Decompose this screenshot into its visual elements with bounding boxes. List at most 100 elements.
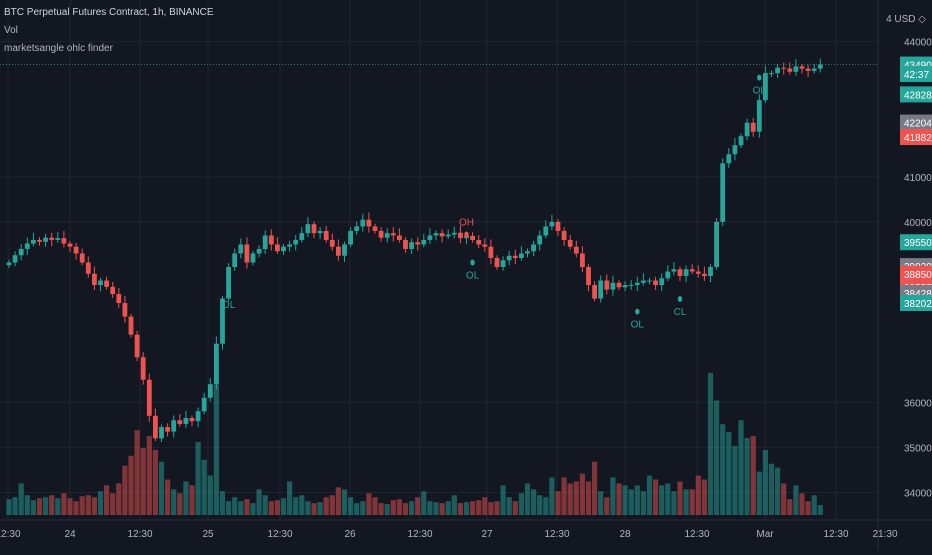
- volume-bar: [421, 491, 427, 515]
- candle-body: [738, 136, 744, 146]
- price-tag: [900, 114, 932, 131]
- candle-body: [244, 244, 250, 263]
- price-tick-label: 41000.0: [904, 173, 932, 184]
- volume-bar: [439, 503, 445, 515]
- volume-bar: [55, 498, 61, 515]
- volume-bar: [317, 502, 323, 515]
- candle-body: [342, 244, 347, 256]
- candle-body: [811, 68, 817, 71]
- volume-bar: [219, 491, 226, 515]
- symbol-title[interactable]: BTC Perpetual Futures Contract, 1h, BINA…: [4, 7, 214, 18]
- candle-body: [12, 255, 18, 263]
- volume-bar: [628, 489, 634, 515]
- volume-bar: [171, 489, 177, 515]
- volume-bar: [457, 503, 463, 515]
- candle-body: [598, 280, 604, 299]
- volume-bar: [311, 503, 317, 515]
- time-tick-label: 12:30: [127, 529, 152, 540]
- candle-body: [293, 239, 299, 245]
- candle-body: [24, 243, 30, 249]
- volume-bar: [140, 447, 146, 515]
- volume-indicator-label[interactable]: Vol: [4, 25, 18, 36]
- volume-bar: [226, 501, 232, 515]
- volume-bar: [158, 461, 165, 515]
- volume-bar: [720, 424, 726, 515]
- candle-body: [677, 269, 683, 277]
- volume-bar: [665, 483, 671, 515]
- candle-body: [708, 267, 713, 277]
- currency-label[interactable]: 4 USD ◇: [886, 14, 926, 25]
- candle-body: [201, 397, 207, 412]
- candle-body: [793, 66, 799, 72]
- candle-body: [750, 122, 756, 132]
- volume-bar: [750, 436, 756, 515]
- volume-bar: [506, 497, 512, 515]
- volume-bar: [427, 501, 433, 515]
- volume-bar: [811, 495, 817, 515]
- time-tick-label: 27: [481, 529, 493, 540]
- volume-bar: [238, 501, 244, 515]
- candle-body: [305, 224, 311, 234]
- volume-bar: [775, 467, 781, 515]
- time-tick-label: 12:30: [267, 529, 292, 540]
- volume-bar: [524, 483, 531, 515]
- candle-body: [232, 253, 238, 268]
- candle-body: [354, 226, 360, 231]
- volume-bar: [549, 477, 555, 515]
- volume-bar: [280, 498, 287, 515]
- candle-body: [567, 239, 573, 247]
- volume-bar: [61, 493, 67, 515]
- candle-body: [336, 246, 341, 256]
- candle-body: [580, 253, 585, 268]
- price-tick-label: 40000.0: [904, 218, 932, 229]
- candle-body: [67, 243, 73, 247]
- candle-body: [714, 221, 719, 268]
- price-tag-label: 42828.0: [904, 90, 932, 101]
- volume-bar: [756, 471, 762, 515]
- candle-body: [689, 269, 695, 272]
- volume-bar: [604, 497, 610, 515]
- candle-body: [726, 154, 732, 164]
- candle-body: [366, 219, 372, 227]
- volume-bar: [543, 497, 549, 515]
- candle-body: [116, 294, 122, 304]
- candle-body: [720, 163, 726, 222]
- ohlc-finder-indicator-label[interactable]: marketsangle ohlc finder: [4, 43, 113, 54]
- volume-bar: [49, 495, 55, 515]
- volume-bar: [768, 463, 775, 515]
- candle-body: [458, 232, 463, 239]
- volume-bar: [415, 497, 421, 515]
- volume-bar: [671, 491, 677, 515]
- candle-body: [525, 251, 530, 254]
- candle-body: [805, 68, 811, 71]
- candle-body: [671, 269, 677, 272]
- volume-bar: [573, 481, 579, 515]
- time-tick-label: 12:30: [684, 529, 709, 540]
- candle-body: [189, 418, 195, 422]
- volume-bar: [250, 503, 256, 515]
- volume-bar: [518, 493, 524, 515]
- candle-body: [287, 244, 292, 247]
- candle-body: [238, 244, 244, 254]
- candle-body: [73, 246, 79, 254]
- price-tag-label: 41882.2: [904, 133, 932, 144]
- candle-body: [104, 280, 109, 287]
- candle-body: [311, 224, 317, 234]
- volume-bar: [287, 481, 293, 515]
- candle-body: [439, 233, 445, 237]
- volume-bar: [366, 493, 372, 515]
- candle-body: [61, 238, 67, 244]
- candle-body: [415, 242, 421, 245]
- candle-body: [628, 285, 634, 287]
- candle-body: [171, 420, 177, 432]
- volume-bar: [329, 495, 335, 515]
- candle-body: [18, 248, 24, 256]
- candle-body: [641, 280, 646, 283]
- volume-bar: [494, 501, 500, 515]
- price-tag-label: 38202.3: [904, 299, 932, 310]
- volume-bar: [189, 485, 195, 515]
- volume-bar: [12, 497, 18, 515]
- price-tag-label: 42:37: [904, 70, 929, 81]
